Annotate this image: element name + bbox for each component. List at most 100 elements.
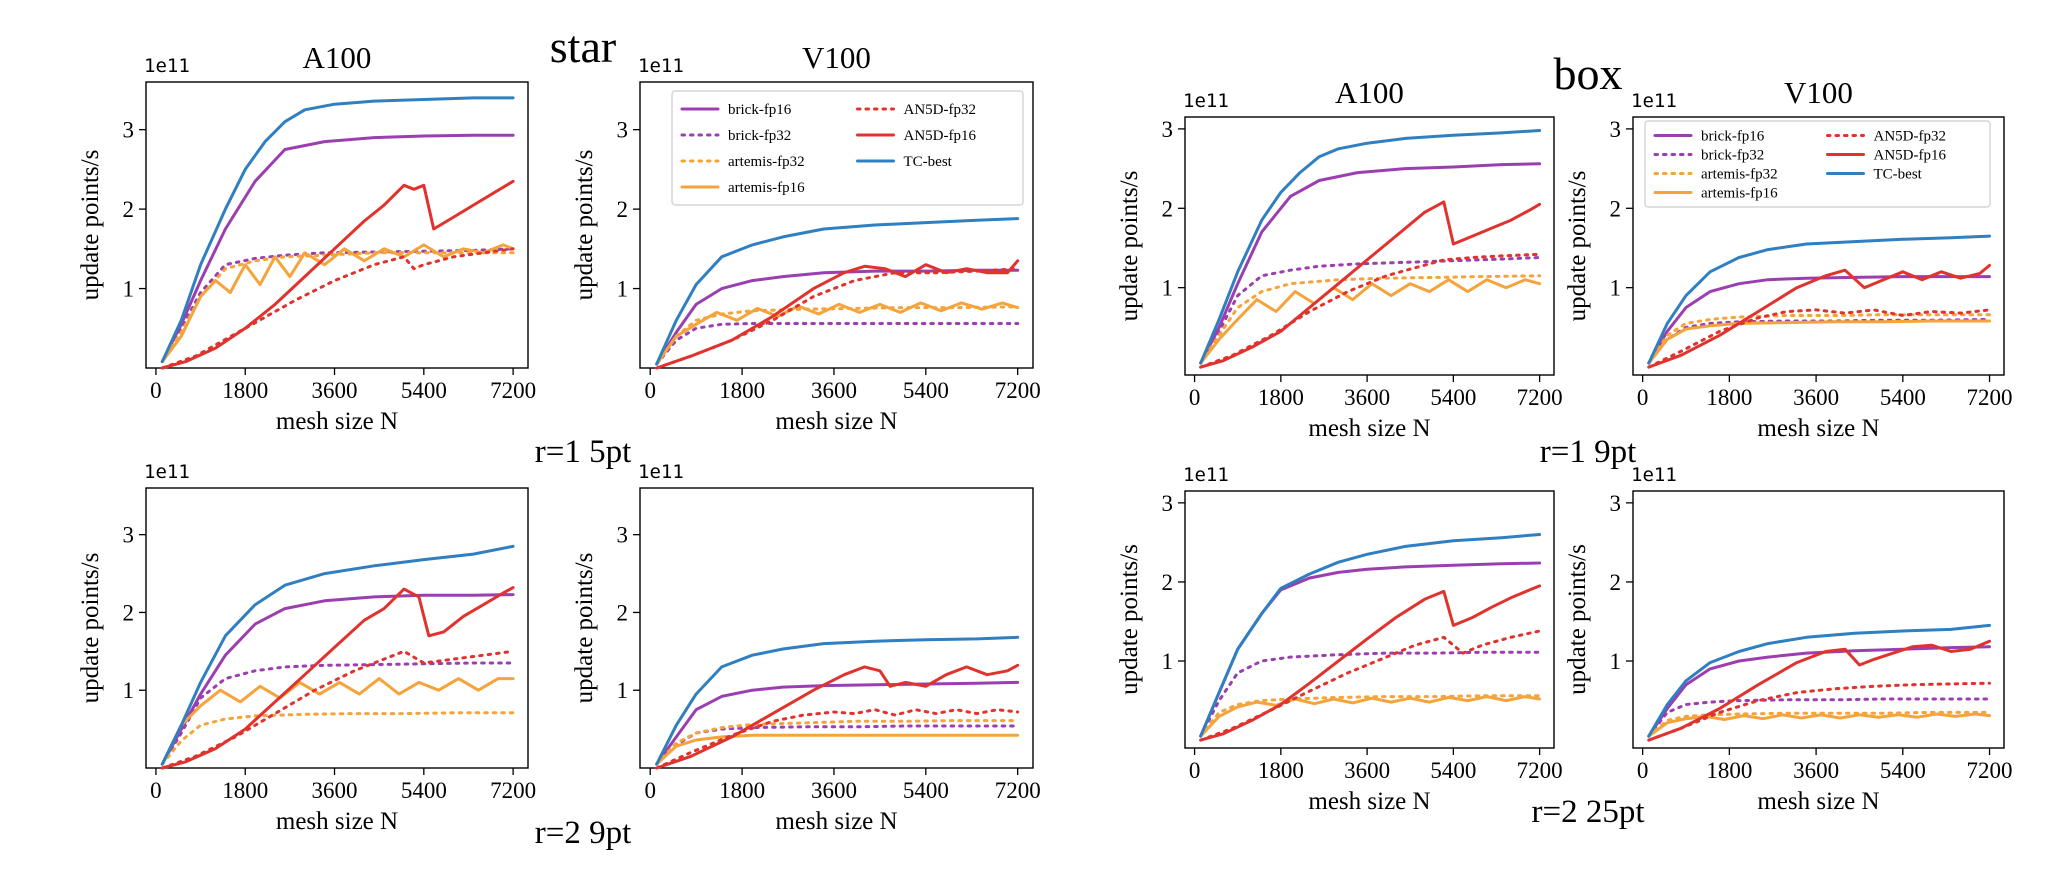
y-axis-label: update points/s: [77, 553, 104, 704]
series-line-artemis-fp16: [1199, 695, 1542, 738]
x-tick-label: 7200: [490, 378, 536, 403]
x-tick-label: 3600: [1344, 385, 1390, 410]
y-tick-label: 1: [1162, 649, 1174, 674]
series-line-TC-best: [160, 96, 515, 364]
x-tick-label: 1800: [1258, 758, 1304, 783]
y-axis-label: update points/s: [1116, 544, 1143, 695]
chart-panel-5: V100 1e11 0 1800 3600 5400 7200 1 2 3 mesh size N u…: [1564, 75, 2013, 442]
series-line-AN5D-fp32: [655, 267, 1020, 370]
series-line-AN5D-fp32: [1199, 629, 1542, 742]
series-line-artemis-fp32: [1647, 710, 1991, 738]
y-axis-label: update points/s: [1564, 544, 1591, 695]
chart-panel-4: A100 1e11 0 1800 3600 5400 7200 1 2 3 mesh size N u…: [1116, 75, 1563, 442]
group-label-box: box: [1554, 48, 1623, 99]
legend-entry-label: TC-best: [904, 154, 953, 170]
x-tick-label: 3600: [1344, 758, 1390, 783]
y-tick-label: 1: [1162, 276, 1174, 301]
x-tick-label: 7200: [1517, 385, 1563, 410]
series-line-brick-fp32: [160, 247, 515, 364]
scale-label: 1e11: [638, 461, 684, 483]
x-tick-label: 0: [1637, 758, 1649, 783]
x-tick-label: 5400: [1880, 758, 1926, 783]
series-line-artemis-fp32: [1199, 274, 1542, 365]
x-tick-label: 7200: [1967, 385, 2013, 410]
plot-frame: [639, 81, 1034, 369]
legend-entry-label: artemis-fp32: [728, 154, 805, 170]
series-line-artemis-fp16: [160, 243, 515, 364]
x-tick-label: 1800: [222, 378, 268, 403]
series-line-brick-fp16: [1647, 645, 1991, 738]
series-line-AN5D-fp16: [1647, 263, 1991, 369]
scale-label: 1e11: [1183, 90, 1229, 112]
series-line-brick-fp16: [160, 593, 515, 766]
y-tick-label: 2: [1610, 570, 1622, 595]
series-line-AN5D-fp16: [160, 586, 515, 770]
legend-frame: [671, 90, 1024, 206]
x-tick-label: 5400: [903, 378, 949, 403]
x-tick-label: 1800: [1706, 758, 1752, 783]
scale-label: 1e11: [638, 55, 684, 77]
y-tick-label: 1: [1610, 276, 1622, 301]
series-line-artemis-fp16: [1647, 319, 1991, 365]
series-line-TC-best: [1647, 623, 1991, 738]
series-line-brick-fp32: [160, 661, 515, 766]
series-line-brick-fp16: [655, 680, 1020, 766]
series-line-brick-fp16: [1199, 561, 1542, 738]
x-axis-label: mesh size N: [276, 808, 398, 835]
x-tick-label: 5400: [401, 778, 447, 803]
x-tick-label: 3600: [312, 778, 358, 803]
y-tick-label: 3: [123, 523, 135, 548]
x-tick-label: 0: [150, 378, 162, 403]
y-tick-label: 3: [123, 118, 135, 143]
row-label-star-r2: r=2 9pt: [535, 815, 632, 851]
legend: brick-fp16 brick-fp32 artemis-fp32 artemis-…: [1644, 120, 1991, 208]
series-line-artemis-fp32: [1647, 313, 1991, 365]
x-axis-label: mesh size N: [1757, 415, 1879, 442]
series-line-AN5D-fp16: [655, 663, 1020, 770]
x-tick-label: 5400: [1880, 385, 1926, 410]
scale-label: 1e11: [1631, 90, 1677, 112]
legend-frame: [1644, 120, 1991, 208]
y-tick-label: 1: [617, 678, 629, 703]
chart-panel-1: V100 1e11 0 1800 3600 5400 7200 1 2 3 mesh size N u…: [571, 40, 1041, 435]
x-tick-label: 1800: [719, 378, 765, 403]
y-axis-label: update points/s: [1116, 171, 1143, 322]
plot-frame: [145, 81, 529, 369]
series-line-AN5D-fp16: [1199, 200, 1542, 369]
series-line-brick-fp16: [160, 133, 515, 364]
series-line-AN5D-fp16: [655, 259, 1020, 370]
scale-label: 1e11: [144, 55, 190, 77]
series-line-AN5D-fp16: [1199, 584, 1542, 742]
plot-frame: [145, 487, 529, 769]
series-line-AN5D-fp32: [160, 247, 515, 370]
x-axis-label: mesh size N: [1308, 415, 1430, 442]
series-line-brick-fp16: [1647, 275, 1991, 365]
y-tick-label: 1: [123, 678, 135, 703]
y-tick-label: 2: [617, 197, 629, 222]
legend-entry-label: AN5D-fp32: [1874, 129, 1947, 145]
x-axis-label: mesh size N: [775, 808, 897, 835]
x-tick-label: 7200: [490, 778, 536, 803]
x-tick-label: 0: [150, 778, 162, 803]
y-tick-label: 3: [1162, 491, 1174, 516]
x-tick-label: 5400: [401, 378, 447, 403]
x-axis-label: mesh size N: [1757, 788, 1879, 815]
series-line-AN5D-fp16: [1647, 639, 1991, 742]
row-label-box-r1: r=1 9pt: [1540, 434, 1637, 470]
series-line-artemis-fp32: [1199, 694, 1542, 738]
series-line-AN5D-fp32: [1199, 252, 1542, 369]
series-line-AN5D-fp16: [160, 179, 515, 370]
chart-panel-2: 1e11 0 1800 3600 5400 7200 1 2 3 mesh size N updat…: [77, 461, 536, 835]
x-tick-label: 7200: [995, 378, 1041, 403]
y-tick-label: 3: [1610, 491, 1622, 516]
series-line-artemis-fp16: [655, 301, 1020, 366]
x-tick-label: 3600: [312, 378, 358, 403]
y-tick-label: 3: [1610, 117, 1622, 142]
scale-label: 1e11: [1631, 464, 1677, 486]
legend-entry-label: brick-fp32: [728, 128, 791, 144]
x-tick-label: 3600: [1793, 385, 1839, 410]
legend-entry-label: artemis-fp16: [1701, 186, 1778, 202]
series-line-AN5D-fp32: [1647, 308, 1991, 369]
x-tick-label: 1800: [222, 778, 268, 803]
